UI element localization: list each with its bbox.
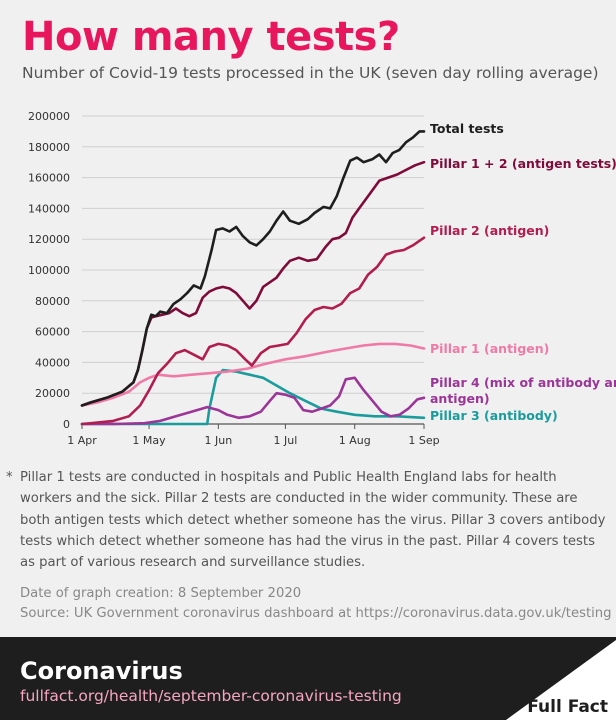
y-tick-label: 20000: [35, 387, 70, 400]
x-tick-label: 1 Jun: [205, 434, 233, 447]
series-line: [80, 368, 426, 426]
y-tick-label: 180000: [28, 141, 70, 154]
chart-subtitle: Number of Covid-19 tests processed in th…: [22, 64, 599, 82]
x-tick-label: 1 Sep: [408, 434, 439, 447]
x-tick-label: 1 Apr: [67, 434, 97, 447]
series-label: Pillar 4 (mix of antibody and: [430, 375, 616, 390]
series-line: [80, 236, 426, 426]
line-chart: 0 20000 40000 60000 80000 100000 120000 140000 1…: [28, 110, 616, 447]
x-tick-label: 1 Aug: [339, 434, 371, 447]
y-axis: 0 20000 40000 60000 80000 100000 120000 140000 1…: [28, 110, 70, 431]
x-tick-label: 1 Jul: [274, 434, 298, 447]
x-tick-label: 1 May: [132, 434, 166, 447]
y-tick-label: 140000: [28, 202, 70, 215]
full-fact-brand: Full Fact: [527, 697, 608, 717]
y-tick-label: 60000: [35, 326, 70, 339]
footnote-text: Pillar 1 tests are conducted in hospital…: [20, 470, 606, 571]
y-tick-label: 80000: [35, 295, 70, 308]
footer-url-link[interactable]: fullfact.org/health/september-coronaviru…: [20, 687, 402, 705]
chart-title: How many tests?: [22, 14, 400, 60]
series-label: Pillar 1 (antigen): [430, 341, 549, 356]
series-label: Pillar 3 (antibody): [430, 408, 558, 423]
source-line: Source: UK Government coronavirus dashbo…: [20, 606, 612, 621]
y-tick-label: 120000: [28, 233, 70, 246]
full-fact-logo-icon: [506, 640, 616, 720]
series-label: Total tests: [430, 121, 504, 136]
footnote: * Pillar 1 tests are conducted in hospit…: [6, 467, 606, 573]
y-tick-label: 40000: [35, 356, 70, 369]
creation-date: Date of graph creation: 8 September 2020: [20, 586, 302, 601]
series-line: [80, 376, 426, 426]
y-tick-label: 0: [63, 418, 70, 431]
x-axis: 1 Apr 1 May 1 Jun 1 Jul 1 Aug 1 Sep: [67, 423, 440, 447]
series-line: [80, 130, 426, 407]
series-label: Pillar 1 + 2 (antigen tests): [430, 156, 616, 171]
footer-bar: Coronavirus fullfact.org/health/septembe…: [0, 637, 616, 720]
series-line: [80, 160, 426, 407]
y-tick-label: 100000: [28, 264, 70, 277]
series-label: Pillar 2 (antigen): [430, 223, 549, 238]
series-line: [80, 342, 426, 407]
footer-section-title: Coronavirus: [20, 657, 183, 685]
y-tick-label: 160000: [28, 172, 70, 185]
series-lines: [80, 130, 426, 426]
footnote-marker: *: [6, 470, 13, 485]
y-tick-label: 200000: [28, 110, 70, 123]
series-labels: Total tests Pillar 1 + 2 (antigen tests) P…: [430, 121, 616, 423]
series-label: antigen): [430, 391, 490, 406]
